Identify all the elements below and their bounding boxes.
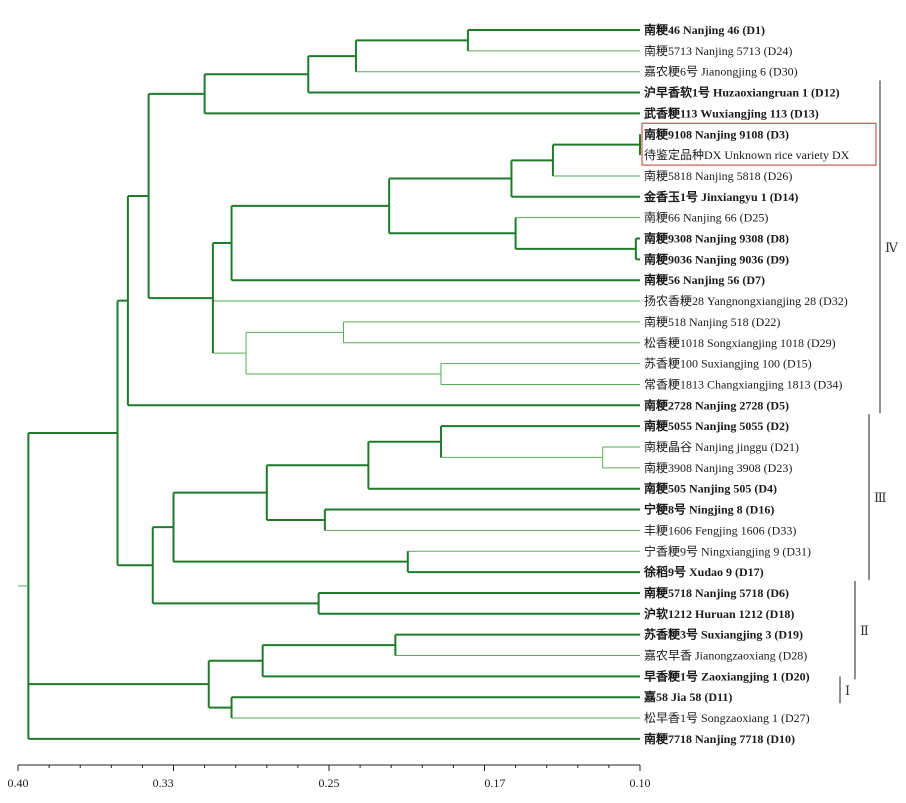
leaf-label-d28: 嘉农早香 Jianongzaoxiang (D28) [644,649,807,663]
leaf-label-d10: 南粳7718 Nanjing 7718 (D10) [644,731,795,746]
leaf-label-d13: 武香粳113 Wuxiangjing 113 (D13) [644,105,819,120]
leaf-label-d25: 南粳66 Nanjing 66 (D25) [644,210,768,225]
unknown-variety-highlight-box [641,122,877,166]
leaf-label-d12: 沪早香软1号 Huzaoxiangruan 1 (D12) [644,85,840,100]
leaf-label-d30: 嘉农粳6号 Jianongjing 6 (D30) [644,65,798,79]
leaf-label-d14: 金香玉1号 Jinxiangyu 1 (D14) [643,189,798,204]
leaf-label-d19: 苏香粳3号 Suxiangjing 3 (D19) [644,627,803,642]
leaf-label-d4: 南粳505 Nanjing 505 (D4) [644,481,777,496]
leaf-label-d22: 南粳518 Nanjing 518 (D22) [644,314,780,329]
leaf-label-d17: 徐稻9号 Xudao 9 (D17) [643,564,764,579]
leaf-label-d5: 南粳2728 Nanjing 2728 (D5) [644,397,789,412]
leaf-label-d3: 南粳9108 Nanjing 9108 (D3) [644,126,789,141]
leaf-label-dx: 待鉴定品种DX Unknown rice variety DX [644,147,850,162]
group-label: Ⅲ [874,490,887,505]
distance-axis: 0.40 0.33 0.25 0.17 0.10 [8,764,651,790]
leaf-label-d24: 南粳5713 Nanjing 5713 (D24) [644,43,792,58]
leaf-label-d1: 南粳46 Nanjing 46 (D1) [644,22,765,37]
axis-tick-label: 0.25 [319,776,340,790]
leaf-label-d16: 宁粳8号 Ningjing 8 (D16) [644,502,774,517]
leaf-label-d32: 扬农香粳28 Yangnongxiangjing 28 (D32) [644,293,848,308]
leaf-label-d29: 松香粳1018 Songxiangjing 1018 (D29) [644,336,836,350]
leaf-label-d6: 南粳5718 Nanjing 5718 (D6) [644,585,789,600]
leaf-label-d8: 南粳9308 Nanjing 9308 (D8) [644,231,789,246]
group-label: Ⅳ [885,240,899,255]
axis-tick-label: 0.40 [8,776,29,790]
leaf-label-d2: 南粳5055 Nanjing 5055 (D2) [644,418,789,433]
leaf-label-d34: 常香粳1813 Changxiangjing 1813 (D34) [644,377,842,391]
leaf-label-d20: 早香粳1号 Zaoxiangjing 1 (D20) [644,668,810,683]
leaf-label-d7: 南粳56 Nanjing 56 (D7) [644,272,765,287]
leaf-label-d27: 松早香1号 Songzaoxiang 1 (D27) [644,711,810,725]
axis-tick-label: 0.10 [630,776,651,790]
leaf-label-d11: 嘉58 Jia 58 (D11) [643,689,732,704]
leaf-label-d31: 宁香粳9号 Ningxiangjing 9 (D31) [644,543,811,558]
leaf-label-d26: 南粳5818 Nanjing 5818 (D26) [644,168,792,183]
leaf-label-d18: 沪软1212 Huruan 1212 (D18) [644,606,794,621]
axis-tick-label: 0.17 [484,776,505,790]
leaf-label-d15: 苏香粳100 Suxiangjing 100 (D15) [644,357,812,371]
leaf-label-d21: 南粳晶谷 Nanjing jinggu (D21) [644,439,799,454]
leaf-label-d9: 南粳9036 Nanjing 9036 (D9) [644,251,789,266]
axis-tick-label: 0.33 [153,776,174,790]
dendrogram-branches [18,29,641,740]
leaf-label-d33: 丰粳1606 Fengjing 1606 (D33) [644,523,796,537]
leaf-label-d23: 南粳3908 Nanjing 3908 (D23) [644,460,792,475]
leaf-labels: 南粳46 Nanjing 46 (D1) 南粳5713 Nanjing 5713 … [641,22,877,746]
cluster-group-brackets: Ⅳ Ⅲ Ⅱ Ⅰ [839,80,899,704]
group-label: Ⅱ [860,623,869,638]
group-label: Ⅰ [845,683,850,698]
